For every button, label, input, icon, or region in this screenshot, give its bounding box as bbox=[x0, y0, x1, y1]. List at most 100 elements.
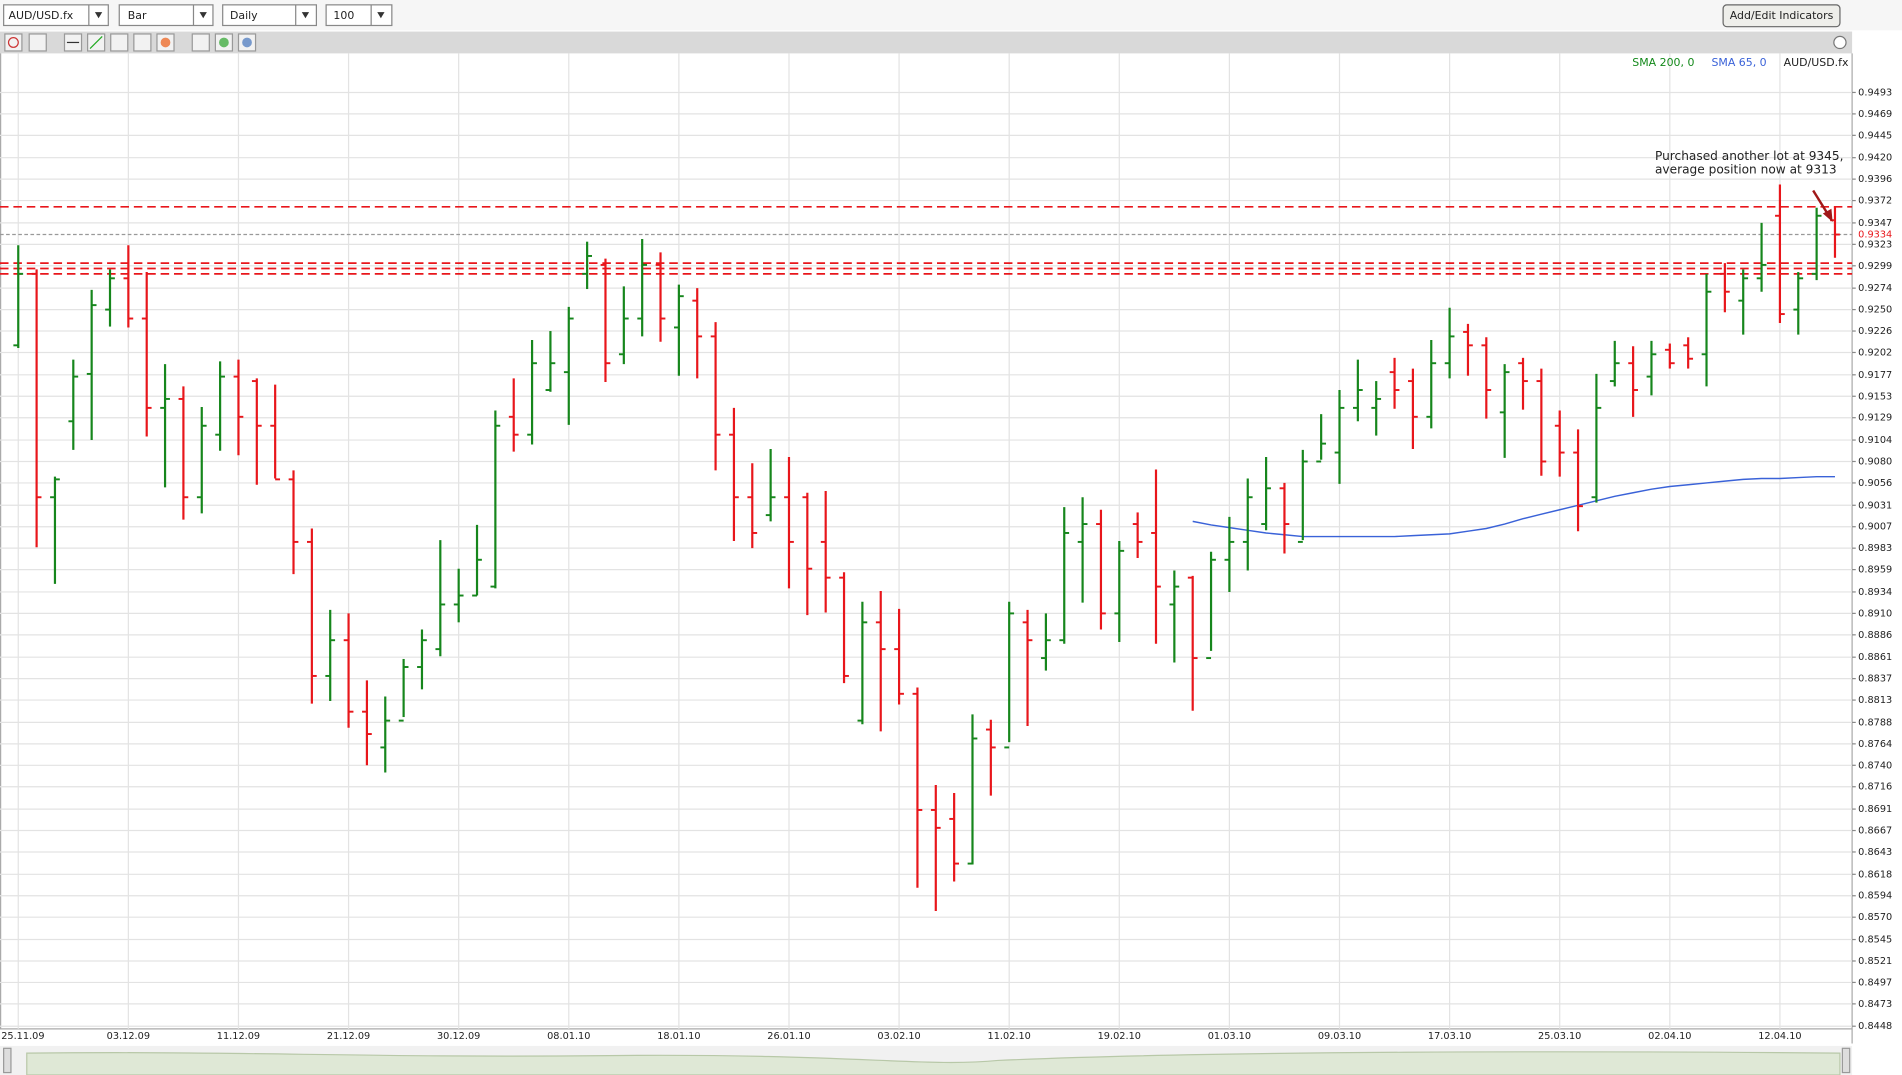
tool-icons[interactable] bbox=[4, 33, 1847, 52]
y-tick-label: 0.9129 bbox=[1858, 413, 1892, 424]
arrow bbox=[199, 12, 207, 19]
ohlc-bar bbox=[949, 792, 960, 882]
y-tick-label: 0.8667 bbox=[1858, 826, 1892, 837]
y-tick-label: 0.8643 bbox=[1858, 847, 1892, 858]
icon-glyph bbox=[7, 37, 19, 48]
y-tick-label: 0.8813 bbox=[1858, 695, 1892, 706]
ohlc-bar bbox=[1481, 337, 1492, 419]
select-text[interactable]: 100 bbox=[333, 9, 354, 22]
y-tick-label: 0.8788 bbox=[1858, 717, 1892, 728]
bars-select[interactable]: 100 bbox=[325, 4, 393, 27]
legend-entry: SMA 200, 0 bbox=[1632, 56, 1694, 69]
ohlc-bar bbox=[1628, 346, 1638, 417]
arrow bbox=[94, 12, 103, 19]
select-box[interactable] bbox=[325, 4, 393, 27]
indicators-button[interactable]: Add/Edit Indicators bbox=[1722, 4, 1841, 28]
icon[interactable] bbox=[133, 33, 152, 52]
ohlc-bar bbox=[1261, 457, 1271, 531]
ohlc-bar bbox=[178, 386, 189, 520]
type-select[interactable]: Bar bbox=[118, 4, 214, 27]
ohlc-bar bbox=[472, 524, 482, 597]
ohlc-bar bbox=[86, 289, 97, 441]
ohlc-bar bbox=[1169, 570, 1180, 663]
ohlc-bar bbox=[435, 540, 446, 657]
ohlc-bar bbox=[1004, 601, 1015, 749]
ohlc-bar bbox=[160, 364, 170, 488]
y-tick-label: 0.9007 bbox=[1858, 522, 1892, 533]
button[interactable] bbox=[1722, 4, 1841, 28]
period-select[interactable]: Daily bbox=[222, 4, 317, 27]
last-price-label: 0.9334 bbox=[1858, 230, 1892, 241]
ohlc-bar bbox=[1352, 359, 1363, 422]
ohlc-bar bbox=[1096, 509, 1106, 630]
symbol-select[interactable]: AUD/USD.fx bbox=[3, 4, 109, 27]
ohlc-bar bbox=[729, 407, 739, 542]
ohlc-bar bbox=[967, 714, 978, 865]
icon[interactable] bbox=[4, 33, 23, 52]
navigator-handle[interactable] bbox=[1841, 1047, 1851, 1074]
select-text[interactable]: AUD/USD.fx bbox=[9, 9, 74, 22]
y-tick-label: 0.8473 bbox=[1858, 999, 1892, 1010]
ohlc-bar bbox=[306, 528, 317, 704]
ohlc-bar bbox=[1536, 368, 1547, 476]
y-tick-label: 0.8594 bbox=[1858, 891, 1892, 902]
y-tick-label: 0.8983 bbox=[1858, 543, 1892, 554]
icon[interactable] bbox=[191, 33, 210, 52]
button-text[interactable]: Add/Edit Indicators bbox=[1730, 9, 1834, 22]
y-tick-label: 0.8959 bbox=[1858, 565, 1892, 576]
annotation-arrowhead bbox=[1822, 208, 1833, 223]
x-tick-label: 11.02.10 bbox=[988, 1031, 1031, 1042]
ohlc-bar bbox=[1151, 469, 1161, 644]
select-box[interactable] bbox=[222, 4, 317, 27]
y-tick-label: 0.9080 bbox=[1858, 456, 1892, 467]
y-tick-label: 0.8910 bbox=[1858, 608, 1892, 619]
y-tick-label: 0.8570 bbox=[1858, 912, 1892, 923]
ohlc-bar bbox=[288, 470, 299, 575]
annotation: average position now at 9313 bbox=[1655, 162, 1837, 176]
ohlc-bar bbox=[600, 258, 611, 382]
ohlc-bar bbox=[1279, 482, 1290, 554]
x-tick-label: 17.03.10 bbox=[1428, 1031, 1471, 1042]
annotation: Purchased another lot at 9345, bbox=[1655, 149, 1844, 163]
x-tick-label: 11.12.09 bbox=[217, 1031, 260, 1042]
y-tick-label: 0.8740 bbox=[1858, 760, 1892, 771]
ohlc-bar bbox=[1316, 414, 1327, 463]
ohlc-bar bbox=[527, 339, 537, 445]
icon-bar bbox=[0, 31, 1853, 54]
ohlc-bar bbox=[655, 252, 666, 342]
select-text[interactable]: Bar bbox=[128, 9, 147, 22]
ohlc-bar bbox=[1077, 497, 1088, 603]
x-tick-label: 09.03.10 bbox=[1318, 1031, 1361, 1042]
ohlc-bar bbox=[1591, 373, 1602, 503]
ohlc-bar bbox=[105, 269, 115, 327]
ohlc-bar bbox=[747, 463, 758, 549]
ohlc-bar bbox=[894, 608, 904, 705]
x-tick-label: 21.12.09 bbox=[327, 1031, 370, 1042]
select-box[interactable] bbox=[3, 4, 109, 27]
ohlc-bar bbox=[270, 384, 281, 481]
ohlc-bar bbox=[857, 601, 868, 725]
navigator-area bbox=[26, 1051, 1841, 1075]
x-tick-label: 30.12.09 bbox=[437, 1031, 480, 1042]
ohlc-bar bbox=[1059, 507, 1070, 644]
ohlc-bar bbox=[1114, 541, 1125, 642]
icon[interactable] bbox=[110, 33, 129, 52]
navigator-handle[interactable] bbox=[3, 1047, 12, 1074]
ohlc-bar bbox=[362, 680, 372, 766]
x-tick-label: 19.02.10 bbox=[1098, 1031, 1141, 1042]
ohlc-bar bbox=[1573, 429, 1583, 532]
select-box[interactable] bbox=[118, 4, 214, 27]
ohlc-bar bbox=[1297, 449, 1308, 543]
info-icon[interactable] bbox=[1833, 35, 1847, 50]
ohlc-bar bbox=[1334, 390, 1345, 484]
ohlc-bar bbox=[31, 269, 42, 548]
ohlc-bar bbox=[1554, 410, 1565, 477]
icon[interactable] bbox=[28, 33, 47, 52]
y-tick-label: 0.9104 bbox=[1858, 435, 1892, 446]
y-tick-label: 0.9493 bbox=[1858, 87, 1892, 98]
ohlc-bar bbox=[417, 629, 427, 690]
select-text[interactable]: Daily bbox=[230, 9, 258, 22]
ohlc-bar bbox=[196, 406, 207, 514]
ohlc-bar bbox=[1444, 307, 1455, 379]
ohlc-bar bbox=[215, 361, 225, 451]
